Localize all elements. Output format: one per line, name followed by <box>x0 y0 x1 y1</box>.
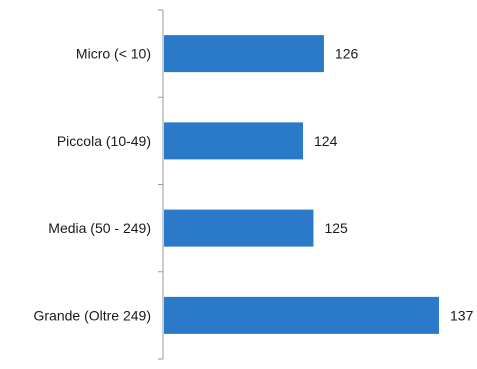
category-axis <box>158 9 164 360</box>
bar <box>164 209 314 247</box>
category-label: Media (50 - 249) <box>48 220 151 236</box>
data-label: 125 <box>324 220 348 236</box>
data-label: 137 <box>450 307 474 323</box>
bars-group <box>164 35 439 334</box>
bar <box>164 122 303 160</box>
bar <box>164 35 324 73</box>
category-label: Grande (Oltre 249) <box>34 307 152 323</box>
data-label: 126 <box>335 46 359 62</box>
bar <box>164 296 439 334</box>
category-label: Micro (< 10) <box>76 46 151 62</box>
data-label: 124 <box>314 133 338 149</box>
category-label: Piccola (10-49) <box>57 133 151 149</box>
data-labels: 126 124 125 137 <box>314 46 474 324</box>
category-labels: Micro (< 10) Piccola (10-49) Media (50 - 2… <box>34 46 152 324</box>
